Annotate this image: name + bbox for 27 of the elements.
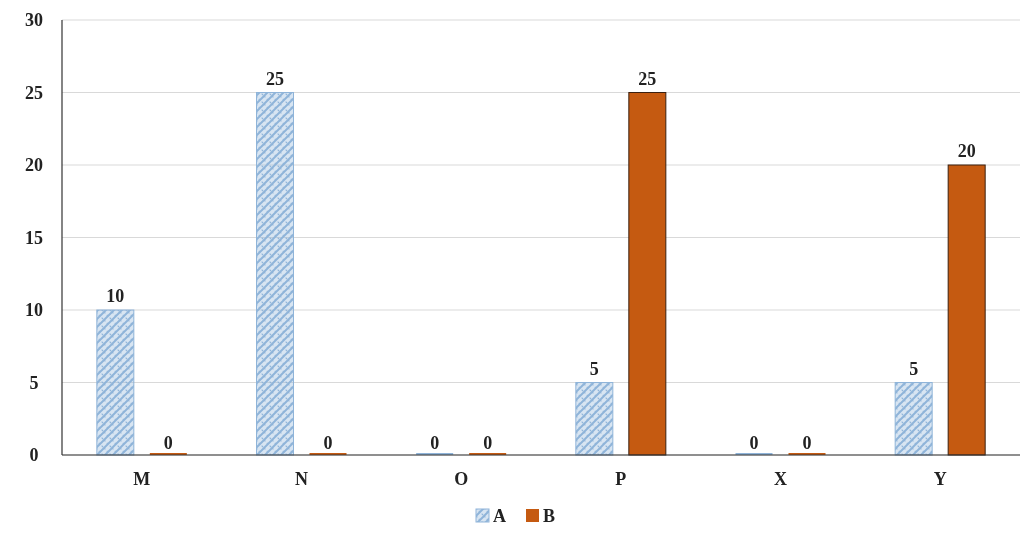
y-tick-label: 30 [25,10,43,31]
data-label: 0 [749,433,759,453]
data-label: 5 [909,358,919,379]
data-label: 0 [323,433,333,453]
legend-label: B [543,506,556,527]
data-label: 25 [638,68,657,89]
data-label: 0 [163,433,173,453]
x-tick-label: O [454,469,469,489]
y-tick-label: 25 [25,82,43,103]
y-tick-label: 0 [29,445,39,466]
legend-label: A [493,506,506,527]
data-label: 20 [957,141,976,161]
data-label: 0 [430,433,440,453]
y-tick-label: 5 [29,372,39,393]
y-tick-label: 15 [25,227,43,248]
data-label: 5 [589,358,599,379]
x-tick-label: M [133,469,151,489]
data-label: 25 [266,68,284,89]
data-label: 0 [483,433,493,453]
y-tick-label: 20 [25,155,43,176]
y-tick-label: 10 [25,300,43,321]
x-tick-label: N [295,469,308,489]
x-tick-label: P [615,469,627,489]
x-tick-label: Y [933,469,947,489]
data-label: 0 [802,433,812,453]
x-tick-label: X [774,469,787,489]
data-label: 10 [106,286,125,306]
